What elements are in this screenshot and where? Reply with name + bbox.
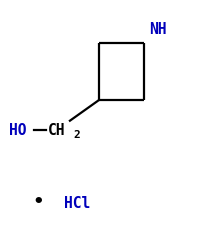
Text: HCl: HCl	[64, 196, 90, 211]
Text: CH: CH	[48, 123, 66, 138]
Text: •: •	[33, 193, 44, 211]
Text: NH: NH	[149, 22, 166, 37]
Text: 2: 2	[73, 130, 80, 140]
Text: HO: HO	[9, 123, 26, 138]
